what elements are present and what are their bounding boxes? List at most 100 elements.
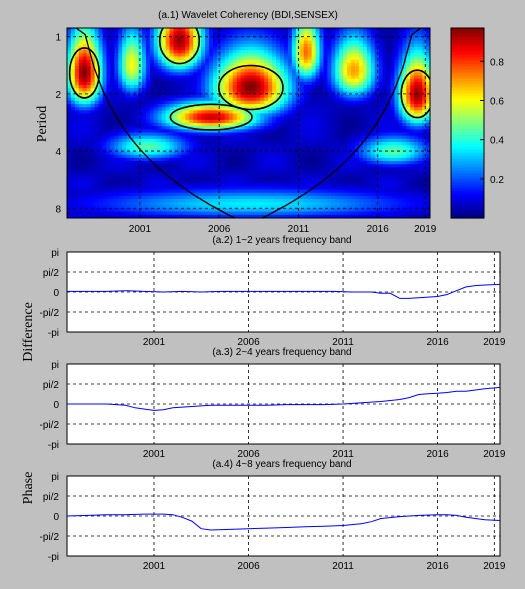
heatmap-cell (177, 199, 183, 203)
heatmap-cell (355, 189, 360, 194)
heatmap-cell (90, 47, 96, 51)
heatmap-cell (291, 104, 297, 108)
heatmap-cell (138, 138, 143, 143)
heatmap-cell (177, 85, 183, 89)
heatmap-cell (264, 192, 269, 197)
heatmap-cell (370, 154, 376, 159)
heatmap-cell (276, 66, 281, 70)
heatmap-cell (141, 132, 147, 137)
heatmap-cell (327, 161, 332, 165)
heatmap-cell (366, 123, 372, 127)
heatmap-cell (98, 176, 104, 181)
heatmap-cell (228, 199, 234, 203)
heatmap-cell (70, 85, 76, 89)
heatmap-cell (291, 66, 297, 70)
heatmap-cell (355, 56, 360, 61)
heatmap-cell (141, 167, 147, 172)
heatmap-cell (303, 110, 309, 115)
heatmap-cell (205, 186, 210, 191)
heatmap-cell (335, 43, 340, 48)
heatmap-cell (291, 132, 297, 137)
heatmap-cell (331, 135, 336, 140)
heatmap-cell (382, 72, 388, 77)
heatmap-cell (299, 94, 305, 99)
heatmap-cell (209, 145, 214, 149)
heatmap-cell (98, 126, 104, 130)
heatmap-cell (299, 28, 305, 32)
heatmap-cell (212, 126, 218, 130)
heatmap-cell (157, 173, 163, 178)
heatmap-cell (347, 132, 352, 137)
heatmap-cell (284, 151, 289, 156)
heatmap-cell (311, 205, 317, 210)
heatmap-cell (169, 186, 175, 191)
heatmap-cell (276, 69, 281, 73)
heatmap-cell (323, 107, 329, 111)
heatmap-cell (343, 148, 348, 153)
heatmap-cell (118, 138, 123, 143)
heatmap-cell (209, 72, 214, 77)
heatmap-cell (82, 164, 88, 168)
heatmap-cell (358, 161, 364, 165)
heatmap-cell (264, 135, 269, 140)
heatmap-cell (102, 151, 108, 156)
heatmap-cell (90, 167, 96, 172)
heatmap-cell (331, 157, 336, 162)
heatmap-cell (378, 66, 384, 70)
heatmap-cell (130, 192, 135, 197)
heatmap-cell (362, 40, 368, 45)
heatmap-cell (272, 78, 277, 83)
heatmap-cell (181, 119, 186, 124)
heatmap-cell (351, 208, 356, 213)
heatmap-cell (173, 183, 179, 187)
heatmap-cell (311, 50, 317, 54)
heatmap-cell (311, 195, 317, 200)
heatmap-cell (236, 85, 242, 89)
heatmap-cell (327, 123, 332, 127)
heatmap-cell (145, 31, 151, 35)
heatmap-cell (343, 205, 348, 210)
heatmap-cell (149, 88, 155, 92)
heatmap-cell (358, 151, 364, 156)
heatmap-cell (374, 69, 380, 73)
heatmap-cell (118, 126, 123, 130)
heatmap-cell (145, 214, 151, 218)
heatmap-cell (366, 50, 372, 54)
heatmap-cell (141, 145, 147, 149)
heatmap-cell (122, 151, 127, 156)
heatmap-cell (264, 75, 269, 80)
heatmap-cell (276, 94, 281, 99)
heatmap-cell (145, 195, 151, 200)
heatmap-cell (169, 85, 175, 89)
heatmap-cell (299, 205, 305, 210)
heatmap-cell (358, 205, 364, 210)
heatmap-cell (70, 47, 76, 51)
heatmap-cell (327, 59, 332, 64)
heatmap-cell (110, 132, 115, 137)
heatmap-cell (323, 28, 329, 32)
heatmap-cell (122, 189, 127, 194)
heatmap-cell (181, 145, 186, 149)
heatmap-cell (244, 161, 250, 165)
heatmap-cell (212, 167, 218, 172)
heatmap-cell (291, 69, 297, 73)
heatmap-cell (193, 37, 198, 42)
heatmap-cell (331, 88, 336, 92)
heatmap-cell (303, 186, 309, 191)
heatmap-cell (78, 31, 84, 35)
heatmap-cell (276, 148, 281, 153)
heatmap-cell (252, 81, 257, 86)
heatmap-cell (319, 66, 325, 70)
heatmap-cell (272, 47, 277, 51)
heatmap-cell (201, 62, 206, 67)
heatmap-cell (161, 47, 167, 51)
heatmap-cell (307, 69, 313, 73)
heatmap-cell (185, 97, 190, 102)
heatmap-cell (161, 157, 167, 162)
heatmap-cell (114, 40, 119, 45)
heatmap-cell (327, 148, 332, 153)
heatmap-cell (343, 100, 348, 105)
heatmap-cell (86, 113, 92, 118)
heatmap-cell (205, 132, 210, 137)
heatmap-cell (390, 53, 396, 58)
